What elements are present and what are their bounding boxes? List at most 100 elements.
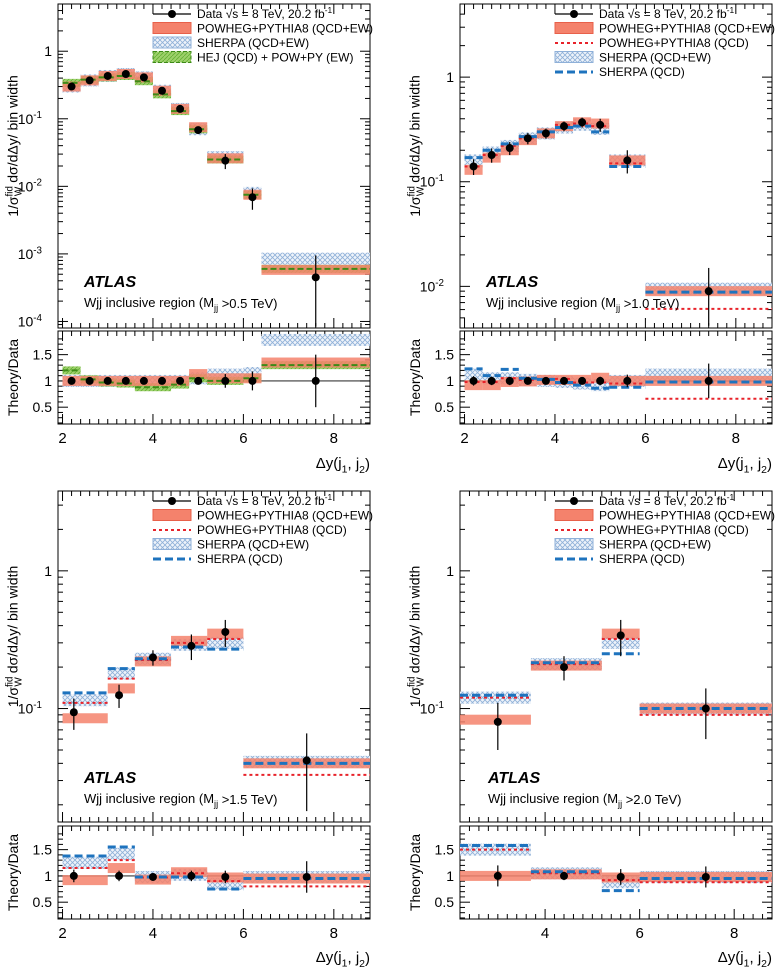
x-tick-label: 4 [149,925,157,942]
panel-bottom-right: 1 10-1 0.5 1 1.5 4 6 8 Δy(j1, j2) 1/σfidW dσ/dΔy/… [406,490,775,970]
legend-data-label: Data √s = 8 TeV, 20.2 fb-1 [197,5,332,21]
y-axis-title: 1/σfidW dσ/dΔy/ bin width [406,566,426,708]
panel-top-right: 1 10-1 10-2 0.5 1 1.5 2 4 6 8 Δy(j1, j2) 1/σfidW dσ… [406,3,775,476]
x-tick-label: 4 [541,925,549,942]
legend-data-label: Data √s = 8 TeV, 20.2 fb-1 [197,492,332,508]
legend-sherpa-ew-label: SHERPA (QCD+EW) [599,538,711,552]
sherpa-ew-band [62,694,108,707]
ratio-data-point [578,376,587,385]
ratio-data-point [523,376,532,385]
ratio-data-point [221,376,230,385]
panel-top-left: 1 10-1 10-2 10-3 10-4 0.5 1 1.5 2 4 6 8 Δy(j1, j2) 1/… [4,3,373,476]
x-tick-label: 6 [641,430,649,447]
region-label: Wjj inclusive region (Mjj >1.0 TeV) [486,295,679,313]
ratio-data-point [616,872,625,881]
data-point [541,129,550,138]
data-point [701,704,710,713]
x-tick-label: 6 [239,925,247,942]
ratio-powheg-ew-band [62,875,108,886]
ratio-axis-title: Theory/Data [5,834,21,911]
panel-bottom-left: 1 10-1 0.5 1 1.5 2 4 6 8 Δy(j1, j2) 1/σfidW dσ/dΔy… [4,490,373,970]
ratio-data-point [158,376,166,385]
marks [62,68,370,408]
data-point [248,193,257,202]
ratio-data-point [493,871,502,880]
ratio-axis-title: Theory/Data [407,834,423,911]
atlas-label: ATLAS [83,770,136,787]
data-point [115,691,124,700]
y-axis-title: 1/σfidW dσ/dΔy/ bin width [4,75,24,217]
legend-hej-label: HEJ (QCD) + POW+PY (EW) [197,51,353,65]
ratio-data-point [139,376,148,385]
y-tick-label: 10-2 [420,278,444,295]
data-point [85,76,94,85]
region-label: Wjj inclusive region (Mjj >1.5 TeV) [84,791,277,809]
ratio-sherpa-ew-band [107,847,135,860]
ratio-powheg-ew-band [107,863,135,874]
data-point [596,120,605,129]
powheg-ew-band [107,683,135,694]
ratio-tick-label: 1.5 [435,347,455,363]
legend-sherpa-ew-label: SHERPA (QCD+EW) [599,51,711,65]
marks [62,619,370,893]
x-tick-label: 8 [330,925,338,942]
y-axis-title: 1/σfidW dσ/dΔy/ bin width [4,566,24,708]
x-tick-label: 8 [330,430,338,447]
x-tick-label: 4 [551,430,559,447]
y-tick-label: 1 [446,69,454,85]
ratio-data-point [248,376,257,385]
ratio-data-point [194,376,203,385]
data-point [158,86,166,95]
powheg-ew-band [62,713,108,724]
ratio-data-point [121,376,130,385]
ratio-data-point [560,376,568,385]
legend-powheg-qcd-label: POWHEG+PYTHIA8 (QCD) [197,523,347,537]
ratio-tick-label: 0.5 [33,894,53,910]
legend-powheg-ew-swatch [152,509,192,521]
y-tick-label: 10-1 [18,700,42,717]
ratio-data-point [560,871,568,880]
y-tick-label: 10-4 [18,313,43,330]
atlas-label: ATLAS [83,274,136,291]
ratio-data-point [85,376,94,385]
legend-data-marker [168,10,176,18]
x-tick-label: 6 [635,925,643,942]
ratio-data-point [469,376,478,385]
marks [464,117,772,400]
x-tick-label: 8 [730,925,738,942]
data-point [121,70,130,79]
y-tick-label: 1 [446,563,454,579]
sherpa-ew-band [107,667,135,680]
y-tick-label: 10-1 [18,110,42,127]
legend-data-marker [570,497,578,505]
data-point [560,122,568,131]
ratio-tick-label: 1 [44,373,52,389]
data-point [67,82,76,91]
ratio-tick-label: 0.5 [33,399,53,415]
ratio-data-point [596,376,605,385]
data-point [148,653,157,662]
legend-sherpa-ew-label: SHERPA (QCD+EW) [197,36,309,50]
ratio-data-point [67,376,76,385]
x-axis-title: Δy(j1, j2) [316,949,370,970]
ratio-tick-label: 1 [446,868,454,884]
data-point [523,134,532,143]
atlas-label: ATLAS [485,274,538,291]
powheg-ew-band [171,635,208,646]
data-point [221,156,230,165]
legend-sherpa-ew-label: SHERPA (QCD+EW) [197,538,309,552]
data-point [139,73,148,82]
legend-sherpa-qcd-label: SHERPA (QCD) [599,65,685,79]
ratio-data-point [221,872,230,881]
data-point [69,708,78,717]
x-tick-label: 4 [149,430,157,447]
legend-powheg-ew-label: POWHEG+PYTHIA8 (QCD+EW) [197,509,373,523]
legend-powheg-ew-swatch [554,22,594,34]
data-point [487,151,496,160]
legend-sherpa-ew-swatch [152,538,192,550]
legend-hej-swatch [152,51,192,63]
ratio-data-point [623,376,632,385]
data-point [302,756,311,765]
legend-powheg-ew-swatch [152,22,192,34]
x-axis-title: Δy(j1, j2) [316,455,370,476]
